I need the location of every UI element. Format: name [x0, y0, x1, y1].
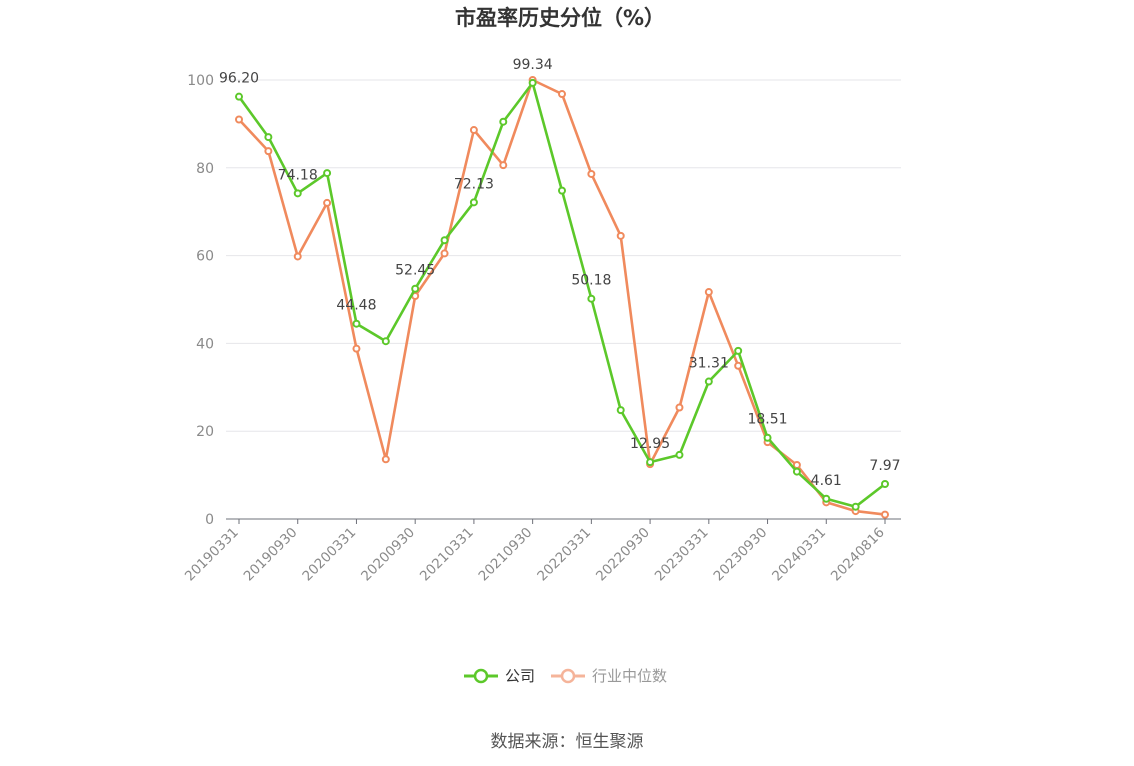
x-tick-label: 20200930 [358, 525, 418, 585]
legend-company-label: 公司 [505, 667, 535, 685]
x-tick-label: 20190331 [182, 525, 242, 585]
industry-median-data-point [587, 169, 596, 178]
company-data-point [235, 92, 243, 101]
company-data-label: 31.31 [689, 356, 729, 372]
company-data-point [558, 186, 566, 195]
y-tick-label: 60 [196, 249, 214, 265]
industry-median-data-point [352, 344, 361, 353]
legend-item-industry-median[interactable]: 行业中位数 [551, 667, 667, 685]
company-data-point [264, 133, 273, 142]
company-data-point [616, 406, 625, 415]
chart-title: 市盈率历史分位（%） [455, 6, 665, 30]
data-labels: 96.20 74.18 44.48 52.45 72.13 99.34 50.18 12.95… [219, 57, 901, 489]
grid [226, 79, 901, 432]
company-data-point [822, 494, 831, 503]
legend-industry-marker-icon [560, 668, 576, 684]
industry-median-data-point [235, 115, 243, 124]
company-data-point [763, 433, 772, 442]
y-tick-label: 80 [196, 161, 214, 177]
industry-median-data-point [881, 510, 889, 519]
industry-median-data-point [323, 198, 332, 207]
industry-median-data-point [558, 90, 566, 99]
company-data-label: 12.95 [630, 436, 670, 452]
industry-median-data-point [734, 361, 743, 370]
industry-median-data-point [440, 249, 449, 258]
x-tick-label: 20240331 [769, 525, 829, 585]
company-data-label: 72.13 [454, 176, 494, 192]
company-data-point [734, 346, 743, 355]
series-group [235, 76, 889, 519]
company-data-point [381, 337, 390, 346]
company-data-point [323, 169, 332, 178]
company-data-point [440, 236, 449, 245]
data-source: 数据来源：恒生聚源 [491, 732, 644, 752]
x-tick-label: 20210930 [476, 525, 536, 585]
company-data-point [528, 78, 537, 87]
legend-item-company[interactable]: 公司 [464, 667, 535, 685]
industry-median-data-point [704, 288, 713, 297]
legend-industry-median-label: 行业中位数 [592, 667, 667, 685]
industry-median-data-point [469, 126, 478, 135]
company-data-point [469, 198, 478, 207]
industry-median-data-point [264, 147, 273, 156]
industry-median-data-point [675, 403, 684, 412]
company-data-point [646, 458, 655, 467]
x-tick-label: 20230331 [652, 525, 712, 585]
legend-company-marker-icon [473, 668, 489, 684]
company-data-point [499, 117, 508, 126]
company-data-point [587, 294, 596, 303]
company-data-point [792, 467, 801, 476]
company-data-point [411, 284, 420, 293]
company-data-label: 96.20 [219, 71, 259, 87]
x-tick-label: 20200331 [299, 525, 359, 585]
legend: 公司 行业中位数 [464, 667, 667, 685]
company-data-point [293, 189, 302, 198]
industry-median-data-point [381, 455, 390, 464]
industry-median-data-point [499, 161, 508, 170]
y-tick-label: 0 [205, 512, 214, 528]
industry-median-data-point [293, 252, 302, 261]
x-tick-label: 20240816 [828, 525, 888, 585]
company-data-label: 18.51 [747, 412, 787, 428]
x-tick-label: 20220331 [534, 525, 594, 585]
x-tick-label: 20230930 [710, 525, 770, 585]
y-tick-label: 40 [196, 336, 214, 352]
company-data-point [851, 502, 860, 511]
company-data-label: 99.34 [513, 57, 553, 73]
company-data-label: 7.97 [869, 458, 900, 474]
axes: 0 20 40 60 80 100 2019033120190930202003312020… [182, 73, 901, 584]
company-data-label: 74.18 [278, 167, 318, 183]
company-series-line [237, 81, 886, 509]
company-data-point [704, 377, 713, 386]
company-data-label: 44.48 [336, 298, 376, 314]
company-data-point [352, 319, 361, 328]
x-tick-label: 20210331 [417, 525, 477, 585]
industry-median-data-point [616, 231, 625, 240]
y-tick-label: 100 [187, 73, 214, 89]
industry-median-data-point [792, 461, 801, 470]
company-data-label: 50.18 [571, 273, 611, 289]
company-data-point [675, 450, 684, 459]
x-tick-label: 20190930 [241, 525, 301, 585]
x-tick-label: 20220930 [593, 525, 653, 585]
company-data-label: 4.61 [811, 473, 842, 489]
y-tick-label: 20 [196, 424, 214, 440]
company-data-label: 52.45 [395, 263, 435, 279]
company-data-point [881, 480, 889, 489]
